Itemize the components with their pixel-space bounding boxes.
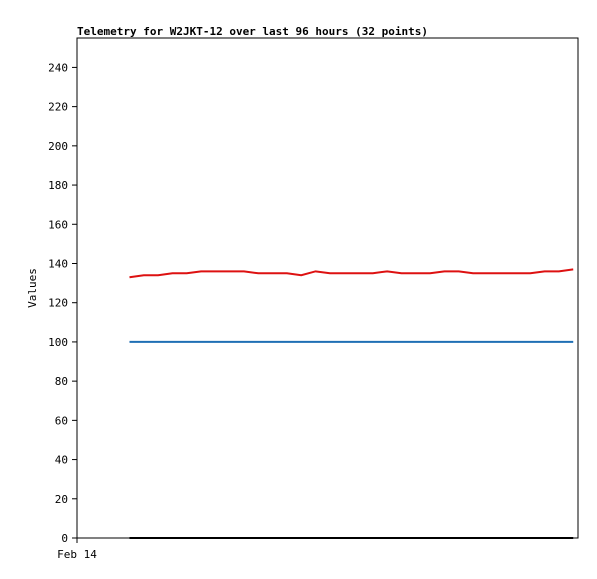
y-tick-label: 140 [48, 257, 68, 270]
x-tick-label: Feb 14 [57, 548, 97, 561]
y-tick-label: 0 [61, 532, 68, 545]
chart-title: Telemetry for W2JKT-12 over last 96 hour… [77, 25, 428, 38]
plot-frame [76, 37, 579, 539]
series-line [129, 268, 574, 279]
y-tick-label: 120 [48, 297, 68, 310]
y-tick-label: 220 [48, 101, 68, 114]
y-tick-label: 160 [48, 218, 68, 231]
y-tick-label: 80 [55, 375, 68, 388]
y-tick-label: 40 [55, 454, 68, 467]
y-axis-label: Values [26, 268, 39, 308]
y-tick-label: 200 [48, 140, 68, 153]
y-tick-label: 60 [55, 414, 68, 427]
y-tick-label: 20 [55, 493, 68, 506]
y-tick-label: 100 [48, 336, 68, 349]
y-tick-label: 240 [48, 61, 68, 74]
y-tick-label: 180 [48, 179, 68, 192]
